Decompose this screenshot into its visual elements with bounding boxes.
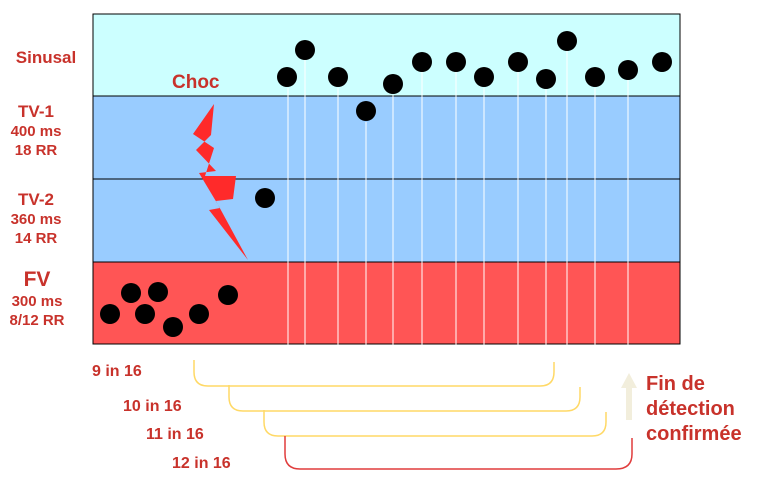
zone-name: FV <box>23 268 51 291</box>
zone-label-tv1: TV-1 400 ms 18 RR <box>4 102 68 160</box>
beat-dot <box>163 317 183 337</box>
beat-dot <box>356 101 376 121</box>
beat-dot <box>121 283 141 303</box>
beat-dot <box>328 67 348 87</box>
zone-band-tv1 <box>92 95 681 180</box>
beat-dot <box>100 304 120 324</box>
beat-dot <box>474 67 494 87</box>
rule-label-11in16: 11 in 16 <box>146 426 204 443</box>
shock-label: Choc <box>172 72 220 93</box>
beat-dot <box>218 285 238 305</box>
detection-bracket-10in16 <box>228 385 581 412</box>
zone-interval: 360 ms <box>10 211 62 228</box>
beat-dot <box>412 52 432 72</box>
conclusion-line-1: Fin de <box>646 373 705 395</box>
beat-dot <box>135 304 155 324</box>
zone-band-fv <box>92 261 681 345</box>
shock-bolt-icon <box>193 104 248 260</box>
beat-dot <box>383 74 403 94</box>
conclusion-line-2: détection <box>646 398 735 420</box>
zone-count: 18 RR <box>14 142 58 159</box>
rule-label-10in16: 10 in 16 <box>123 398 182 415</box>
beat-dot <box>277 67 297 87</box>
zone-count: 14 RR <box>14 230 58 247</box>
zone-interval: 400 ms <box>10 123 62 140</box>
zone-band-tv2 <box>92 178 681 263</box>
zone-label-tv2: TV-2 360 ms 14 RR <box>4 190 68 248</box>
zone-count: 8/12 RR <box>9 312 65 329</box>
zone-label-sinusal: Sinusal <box>4 48 88 68</box>
beat-dot <box>508 52 528 72</box>
detection-bracket-9in16 <box>193 360 555 387</box>
rule-label-12in16: 12 in 16 <box>172 455 231 472</box>
zone-name: TV-1 <box>18 102 54 121</box>
beat-dots <box>100 31 672 337</box>
beat-dot <box>618 60 638 80</box>
conclusion-line-3: confirmée <box>646 423 742 445</box>
beat-dot <box>446 52 466 72</box>
beat-dot <box>585 67 605 87</box>
up-arrow-icon <box>621 373 637 420</box>
beat-dot <box>295 40 315 60</box>
zone-interval: 300 ms <box>11 293 63 310</box>
zone-name: TV-2 <box>18 190 54 209</box>
beat-dot <box>652 52 672 72</box>
beat-dot <box>255 188 275 208</box>
beat-dot <box>148 282 168 302</box>
detection-bracket-11in16 <box>263 410 607 437</box>
zone-label-fv: FV 300 ms 8/12 RR <box>0 268 74 330</box>
detection-bracket-12in16 <box>284 436 633 470</box>
timing-lines <box>287 50 629 362</box>
beat-dot <box>189 304 209 324</box>
beat-dot <box>536 69 556 89</box>
zone-name: Sinusal <box>15 48 77 67</box>
beat-dot <box>557 31 577 51</box>
rule-label-9in16: 9 in 16 <box>92 363 142 380</box>
detection-confirmed-label: Fin de détection confirmée <box>646 372 742 447</box>
